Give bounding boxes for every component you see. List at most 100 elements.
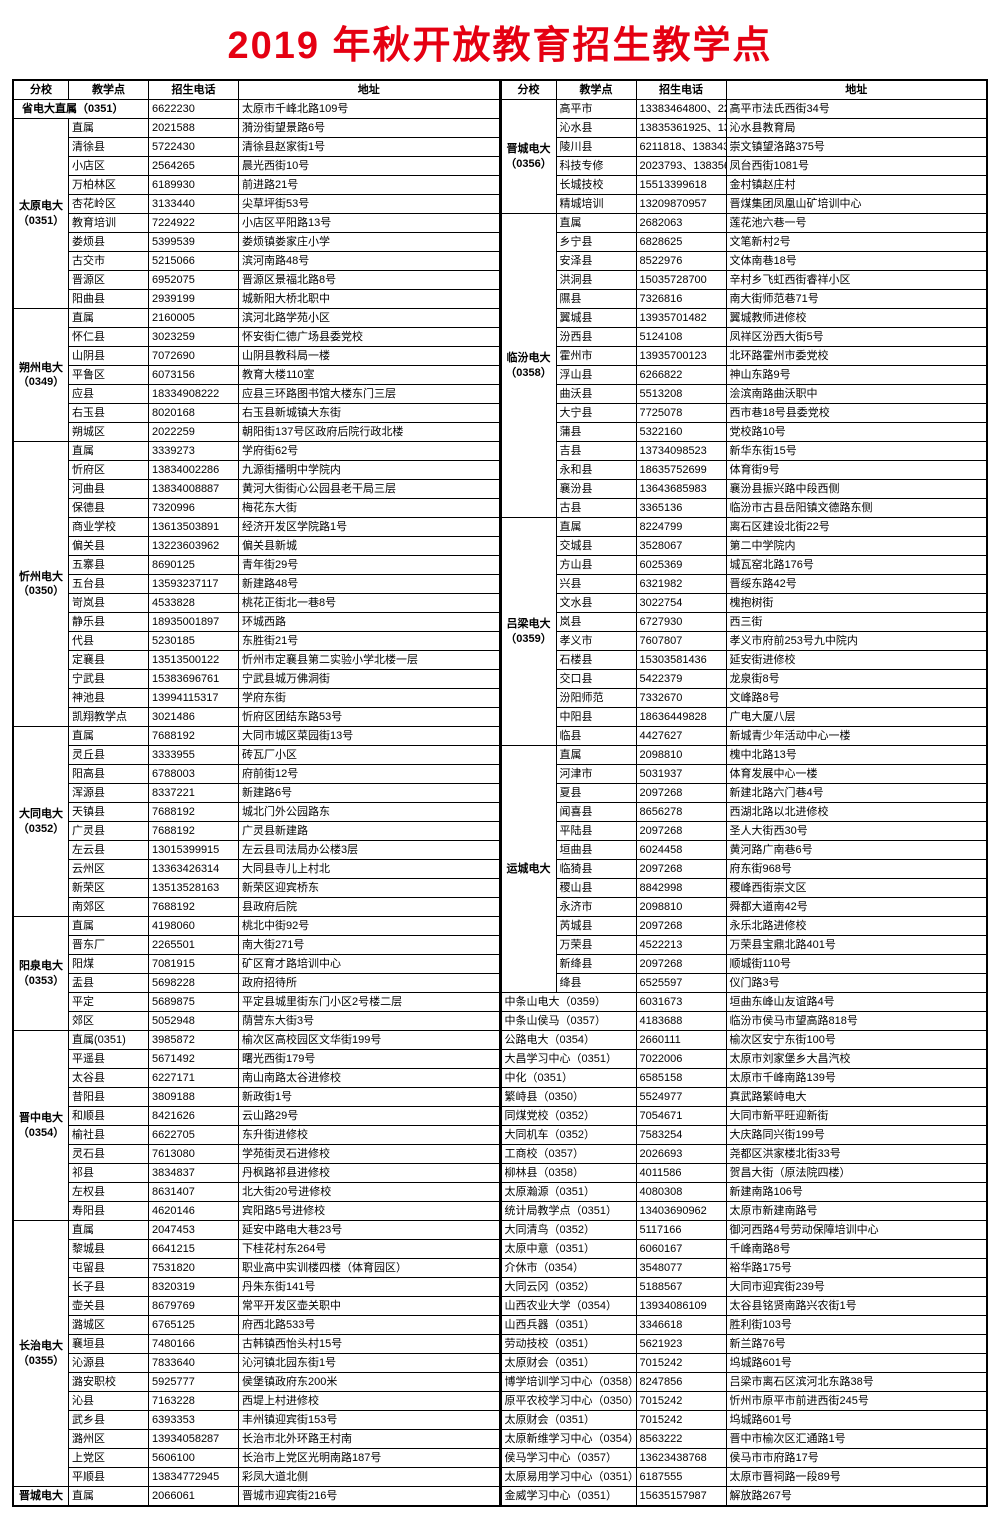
data-cell: 6211818、13834325566 [636, 138, 726, 157]
data-cell: 2097268 [636, 860, 726, 879]
data-cell: 平顺县 [69, 1468, 149, 1487]
data-cell: 13643685983 [636, 480, 726, 499]
data-cell: 8224799 [636, 518, 726, 537]
data-cell: 7015242 [636, 1392, 726, 1411]
data-cell: 2097268 [636, 822, 726, 841]
data-cell: 长城技校 [556, 176, 636, 195]
data-cell: 5513208 [636, 385, 726, 404]
data-cell: 直属 [69, 309, 149, 328]
data-cell: 圣人大街西30号 [726, 822, 987, 841]
data-cell: 7583254 [636, 1126, 726, 1145]
data-cell: 常平开发区壶关职中 [239, 1297, 500, 1316]
data-cell: 天镇县 [69, 803, 149, 822]
data-cell: 18635752699 [636, 461, 726, 480]
col-header: 教学点 [69, 81, 149, 100]
branch-label: 运城电大 [501, 746, 556, 993]
data-cell: 5524977 [636, 1088, 726, 1107]
data-cell: 左云县 [69, 841, 149, 860]
data-cell: 大同市城区菜园街13号 [239, 727, 500, 746]
data-cell: 南大街师范巷71号 [726, 290, 987, 309]
data-cell: 3834837 [149, 1164, 239, 1183]
data-cell: 13835361925、13700567661 [636, 119, 726, 138]
data-cell: 尧都区洪家楼北街33号 [726, 1145, 987, 1164]
data-cell: 13834002286 [149, 461, 239, 480]
branch-single: 大昌学习中心（0351） [501, 1050, 636, 1069]
data-cell: 凯翔教学点 [69, 708, 149, 727]
data-cell: 7607807 [636, 632, 726, 651]
data-cell: 学苑街灵石进修校 [239, 1145, 500, 1164]
data-cell: 漪汾街望景路6号 [239, 119, 500, 138]
data-cell: 神池县 [69, 689, 149, 708]
data-cell: 武乡县 [69, 1411, 149, 1430]
data-cell: 永和县 [556, 461, 636, 480]
data-cell: 莲花池六巷一号 [726, 214, 987, 233]
data-cell: 2097268 [636, 917, 726, 936]
data-cell: 6622705 [149, 1126, 239, 1145]
data-cell: 新绛县 [556, 955, 636, 974]
data-cell: 新城青少年活动中心一楼 [726, 727, 987, 746]
data-cell: 13734098523 [636, 442, 726, 461]
data-cell: 5671492 [149, 1050, 239, 1069]
data-cell: 2098810 [636, 746, 726, 765]
data-cell: 8656278 [636, 803, 726, 822]
data-cell: 7332670 [636, 689, 726, 708]
data-cell: 万荣县 [556, 936, 636, 955]
col-header: 地址 [239, 81, 500, 100]
data-cell: 壶关县 [69, 1297, 149, 1316]
data-cell: 槐中北路13号 [726, 746, 987, 765]
data-cell: 忻府区 [69, 461, 149, 480]
data-cell: 13223603962 [149, 537, 239, 556]
data-cell: 吉县 [556, 442, 636, 461]
data-cell: 清徐县 [69, 138, 149, 157]
branch-single: 工商校（0357） [501, 1145, 636, 1164]
data-cell: 7054671 [636, 1107, 726, 1126]
data-cell: 盂县 [69, 974, 149, 993]
data-cell: 6189930 [149, 176, 239, 195]
data-cell: 河津市 [556, 765, 636, 784]
data-cell: 5698228 [149, 974, 239, 993]
data-cell: 18935001897 [149, 613, 239, 632]
data-cell: 中阳县 [556, 708, 636, 727]
data-cell: 东胜街21号 [239, 632, 500, 651]
data-cell: 右玉县新城镇大东街 [239, 404, 500, 423]
data-cell: 延安街进修校 [726, 651, 987, 670]
data-cell: 南山南路太谷进修校 [239, 1069, 500, 1088]
data-cell: 5322160 [636, 423, 726, 442]
data-cell: 小店区 [69, 157, 149, 176]
data-cell: 坞城路601号 [726, 1411, 987, 1430]
data-cell: 15303581436 [636, 651, 726, 670]
data-cell: 8421626 [149, 1107, 239, 1126]
data-cell: 潞城区 [69, 1316, 149, 1335]
branch-single: 中条山电大（0359） [501, 993, 636, 1012]
data-cell: 凤台西街1081号 [726, 157, 987, 176]
data-cell: 6266822 [636, 366, 726, 385]
data-cell: 7688192 [149, 898, 239, 917]
data-cell: 4198060 [149, 917, 239, 936]
data-cell: 5399539 [149, 233, 239, 252]
data-cell: 胜利街103号 [726, 1316, 987, 1335]
data-cell: 2047453 [149, 1221, 239, 1240]
data-cell: 浑源县 [69, 784, 149, 803]
data-cell: 2265501 [149, 936, 239, 955]
data-cell: 7163228 [149, 1392, 239, 1411]
data-cell: 城北门外公园路东 [239, 803, 500, 822]
data-cell: 教育培训 [69, 214, 149, 233]
data-cell: 新华东街15号 [726, 442, 987, 461]
data-cell: 5215066 [149, 252, 239, 271]
data-cell: 县政府后院 [239, 898, 500, 917]
data-cell: 2660111 [636, 1031, 726, 1050]
data-cell: 芮城县 [556, 917, 636, 936]
data-cell: 岢岚县 [69, 594, 149, 613]
data-cell: 平陆县 [556, 822, 636, 841]
data-cell: 灵丘县 [69, 746, 149, 765]
data-cell: 太谷县铭贤南路兴农街1号 [726, 1297, 987, 1316]
data-cell: 6525597 [636, 974, 726, 993]
data-cell: 6585158 [636, 1069, 726, 1088]
data-cell: 6828625 [636, 233, 726, 252]
data-cell: 2066061 [149, 1487, 239, 1506]
data-cell: 左云县司法局办公楼3层 [239, 841, 500, 860]
data-cell: 环城西路 [239, 613, 500, 632]
data-cell: 6727930 [636, 613, 726, 632]
data-cell: 金村镇赵庄村 [726, 176, 987, 195]
col-header: 招生电话 [636, 81, 726, 100]
